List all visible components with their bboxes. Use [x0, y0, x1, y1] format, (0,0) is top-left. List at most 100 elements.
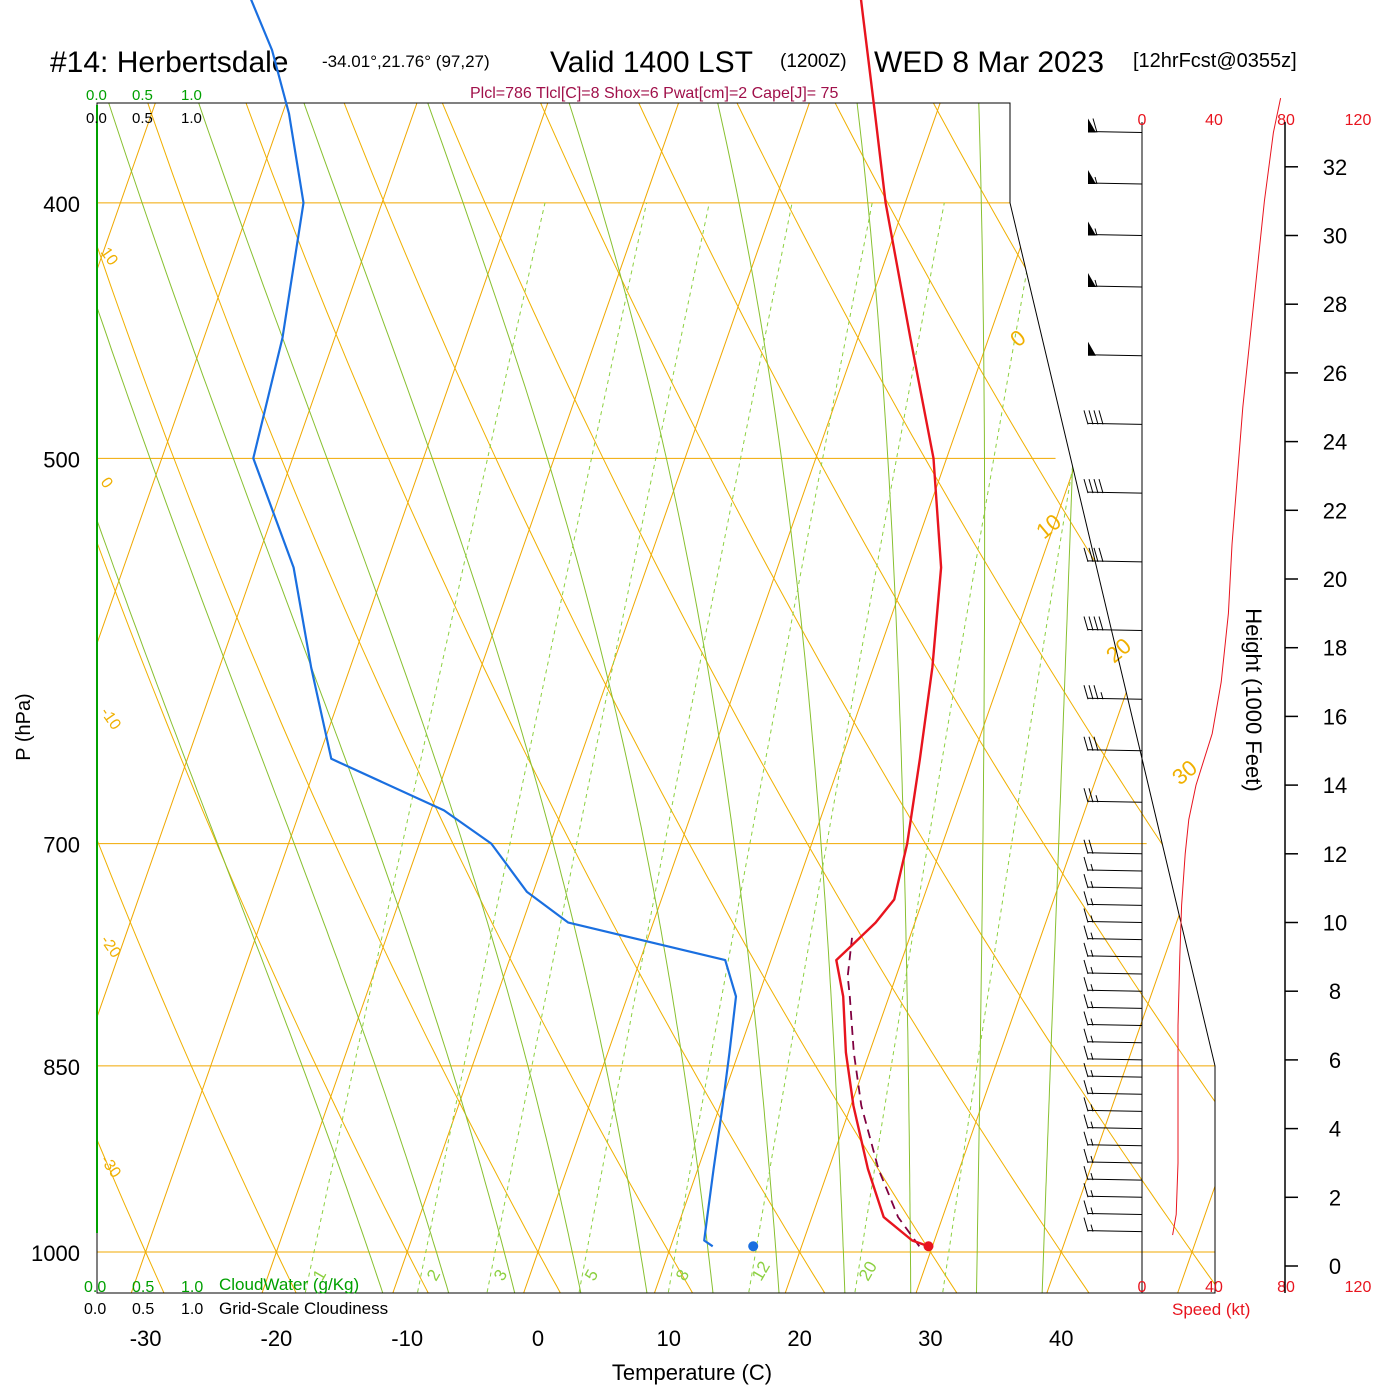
station-coords: -34.01°,21.76° (97,27): [322, 52, 490, 71]
cloud-scale-label: 1.0: [181, 1301, 203, 1318]
moist-adiabat-line: [97, 103, 650, 1293]
cloud-scale-label: 0.0: [86, 110, 107, 127]
mixing-ratio-line: [483, 202, 710, 1293]
mixing-ratio-label: 5: [581, 1266, 602, 1284]
wind-barb: [1083, 1200, 1143, 1215]
dry-adiabat-line: [97, 103, 570, 1293]
height-tick-label: 14: [1323, 773, 1347, 798]
mixing-ratio-label: 20: [855, 1258, 881, 1284]
height-tick-label: 12: [1323, 842, 1347, 867]
dry-adiabat-line: [97, 103, 437, 1293]
dry-adiabat-line: [1353, 0, 1400, 1308]
wind-barb: [1083, 685, 1143, 700]
temperature-tick-label: -10: [391, 1326, 423, 1351]
wind-barbs: [1083, 118, 1143, 1233]
stability-indices: Plcl=786 Tlcl[C]=8 Shox=6 Pwat[cm]=2 Cap…: [470, 85, 838, 102]
wind-barb: [1083, 736, 1143, 752]
temperature-tick-label: 20: [787, 1326, 811, 1351]
dry-adiabat-label: -10: [97, 705, 124, 734]
forecast-run: [12hrFcst@0355z]: [1133, 50, 1297, 72]
moist-adiabat-line: [921, 103, 986, 1293]
dry-adiabat-line: [97, 103, 702, 1293]
moist-adiabat-line: [333, 103, 781, 1293]
height-tick-label: 10: [1323, 911, 1347, 936]
temperature-tick-label: 10: [657, 1326, 681, 1351]
isotherm-line: [523, 103, 1184, 1293]
height-tick-label: 2: [1329, 1185, 1341, 1210]
valid-time: Valid 1400 LST: [550, 46, 753, 79]
thermo-background: [0, 0, 1400, 1308]
isobar-lines: [97, 202, 1215, 1253]
wind-barb: [1083, 994, 1143, 1009]
wind-speed-panel: 0 40 80 120 0 40 80 120 Speed (kt): [1138, 97, 1372, 1319]
wind-barb: [1083, 547, 1143, 563]
isotherm-line: [97, 103, 661, 1293]
temperature-tick-label: 30: [918, 1326, 942, 1351]
wind-barb: [1083, 1165, 1143, 1181]
dry-adiabat-line: [608, 103, 1215, 1293]
height-tick-label: 20: [1323, 567, 1347, 592]
wind-barb: [1087, 169, 1143, 185]
pressure-tick-label: 850: [43, 1055, 80, 1080]
y-axis-title: P (hPa): [13, 693, 35, 760]
dry-adiabat-label: -30: [97, 1153, 124, 1182]
speed-tick-label: 80: [1277, 112, 1295, 129]
speed-tick-label: 40: [1205, 112, 1223, 129]
wind-barb: [1083, 1114, 1143, 1130]
pressure-tick-label: 700: [43, 833, 80, 858]
wind-barb: [1087, 221, 1143, 236]
height-tick-label: 28: [1323, 292, 1347, 317]
isotherm-line: [392, 103, 1053, 1293]
background-line-labels: -30 -20 -10 0 10 0 10 20 30 1 2 3 5 8 12…: [97, 245, 1202, 1284]
mixing-ratio-line: [301, 202, 546, 1293]
pressure-axis: 250 300 400 500 700 850 1000: [31, 192, 80, 1266]
cloud-scale-label: 1.0: [181, 87, 202, 104]
mixing-ratio-line: [575, 202, 793, 1293]
moist-adiabat-line: [1041, 103, 1092, 1293]
isotherm-line: [97, 103, 268, 1293]
dry-adiabat-label: 10: [97, 245, 121, 269]
pressure-tick-label: 1000: [31, 1241, 80, 1266]
height-tick-label: 22: [1323, 498, 1347, 523]
isotherm-line: [784, 103, 1215, 1293]
pressure-tick-label: 400: [43, 192, 80, 217]
wind-barb: [1083, 1011, 1143, 1027]
temperature-axis: -30 -20 -10 0 10 20 30 40: [130, 1326, 1074, 1351]
wind-barb: [1083, 410, 1143, 425]
isotherm-line: [1177, 103, 1215, 1293]
dry-adiabat-line: [361, 103, 1215, 1293]
cloud-scale-label: 0.0: [84, 1301, 106, 1318]
mixing-ratio-line: [852, 202, 1040, 1293]
moist-adiabat-line: [97, 103, 389, 1293]
isotherm-line: [915, 103, 1215, 1293]
wind-barb: [1083, 1045, 1143, 1061]
cloud-scale-label: 0.0: [84, 1279, 106, 1296]
wind-barb: [1083, 478, 1143, 494]
cloud-scale-label: 1.0: [181, 110, 202, 127]
dry-adiabat-label: -20: [97, 933, 124, 962]
moist-adiabat-line: [196, 103, 716, 1293]
speed-tick-label: 120: [1345, 112, 1372, 129]
height-tick-label: 6: [1329, 1048, 1341, 1073]
mixing-ratio-line: [745, 202, 945, 1293]
isotherm-lines: [97, 103, 1215, 1293]
wind-barb: [1083, 1148, 1143, 1164]
dry-adiabat-line: [0, 0, 38, 1308]
height-tick-label: 0: [1329, 1254, 1341, 1279]
dry-adiabat-line: [97, 103, 835, 1293]
wind-barb: [1083, 942, 1143, 958]
dry-adiabat-label: 0: [97, 475, 116, 492]
wind-barb: [1083, 925, 1143, 941]
dry-adiabat-line: [443, 103, 1215, 1293]
height-axis-title: Height (1000 Feet): [1241, 608, 1266, 791]
temperature-profile-line: [835, 0, 943, 1248]
speed-tick-label: 0: [1138, 112, 1147, 129]
dry-adiabat-lines: [0, 0, 1400, 1308]
wind-speed-line: [1172, 97, 1282, 1236]
plot-frame: [96, 102, 1216, 1294]
moist-adiabat-line: [97, 103, 519, 1293]
mixing-ratio-lines: [301, 202, 1118, 1293]
mixing-ratio-line: [940, 202, 1118, 1293]
sounding-profiles: [250, 0, 943, 1252]
height-tick-label: 18: [1323, 636, 1347, 661]
